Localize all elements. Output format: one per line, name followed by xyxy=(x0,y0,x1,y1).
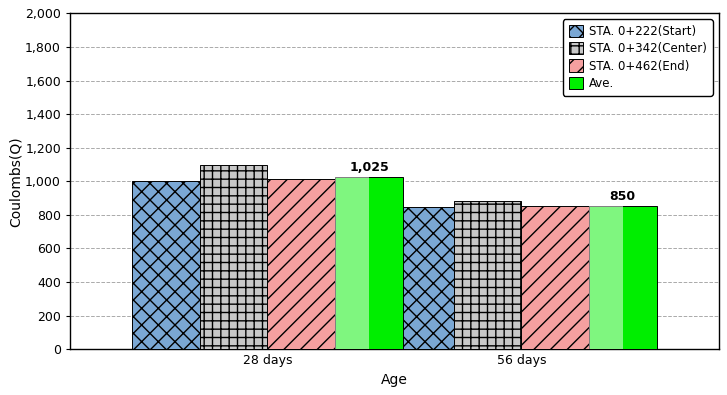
Bar xyxy=(335,177,369,349)
Y-axis label: Coulombs(Q): Coulombs(Q) xyxy=(8,136,23,227)
Bar xyxy=(589,207,623,349)
Bar xyxy=(132,181,200,349)
Bar xyxy=(521,206,589,349)
Legend: STA. 0+222(Start), STA. 0+342(Center), STA. 0+462(End), Ave.: STA. 0+222(Start), STA. 0+342(Center), S… xyxy=(563,19,712,96)
Text: 850: 850 xyxy=(610,190,636,203)
Bar xyxy=(589,207,656,349)
Text: 1,025: 1,025 xyxy=(349,161,389,174)
X-axis label: Age: Age xyxy=(381,372,408,387)
Bar xyxy=(200,166,268,349)
Bar xyxy=(268,179,335,349)
Bar xyxy=(386,207,454,349)
Bar xyxy=(335,177,403,349)
Bar xyxy=(454,201,521,349)
